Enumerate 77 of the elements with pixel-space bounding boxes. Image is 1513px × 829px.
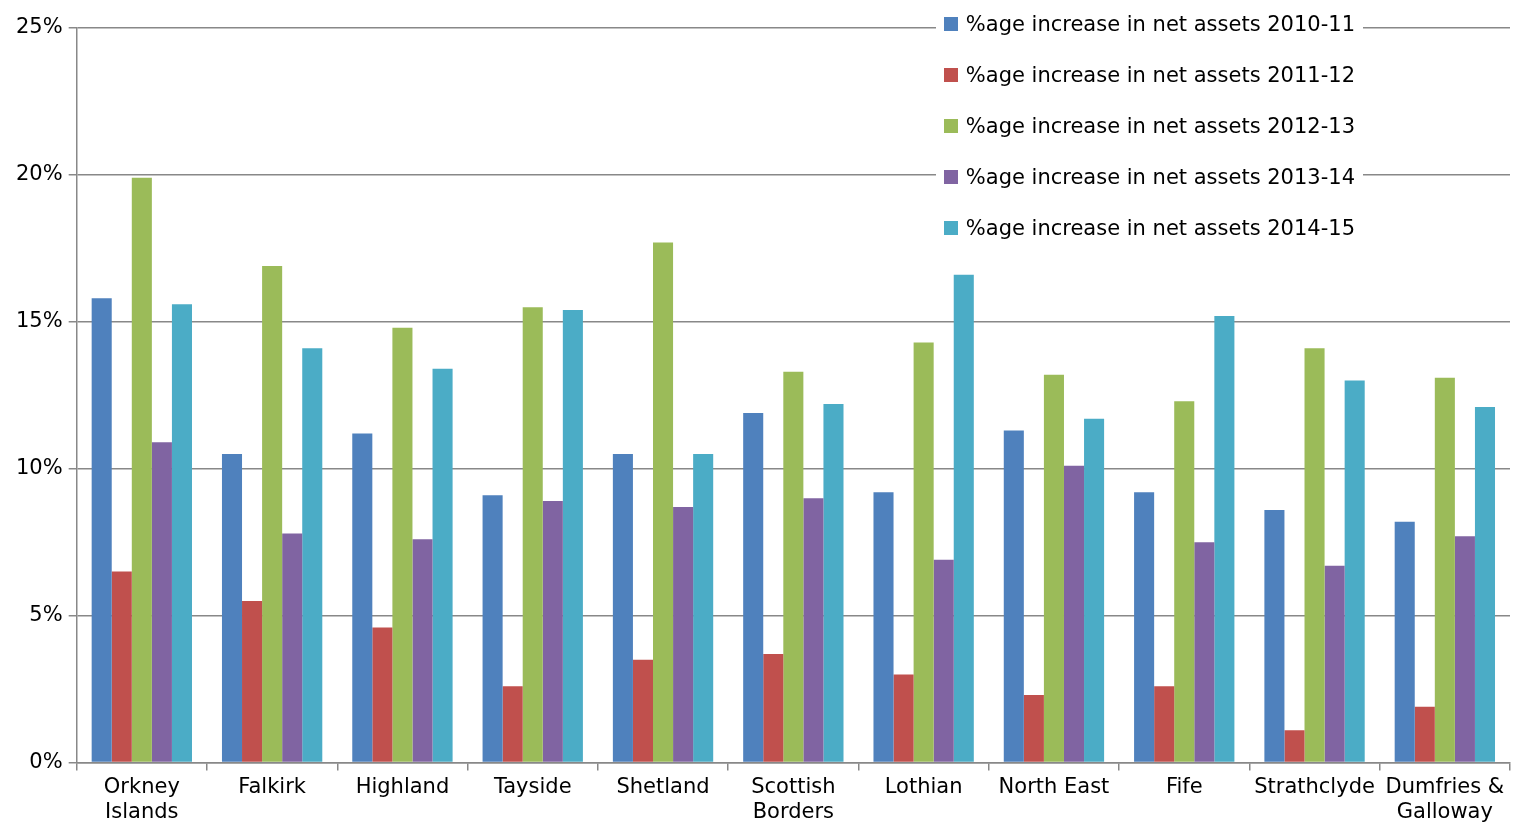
x-tick-label: Shetland <box>616 773 710 798</box>
bar <box>111 571 132 762</box>
bar <box>653 242 674 762</box>
bar <box>823 404 844 762</box>
bar <box>803 498 824 762</box>
bar <box>542 501 563 762</box>
bar <box>873 492 894 762</box>
legend-label: %age increase in net assets 2012-13 <box>965 113 1355 138</box>
y-tick-label: 0% <box>29 749 63 774</box>
bar <box>1214 315 1235 762</box>
bar <box>1174 401 1195 762</box>
bar <box>432 368 453 762</box>
x-tick-label: Dumfries & Galloway <box>1385 773 1505 823</box>
x-tick-label: North East <box>998 773 1110 798</box>
bar <box>1454 536 1475 762</box>
x-tick-label: Tayside <box>492 773 572 798</box>
x-tick-label: Strathclyde <box>1254 773 1375 798</box>
bar <box>1134 492 1155 762</box>
y-tick-label: 20% <box>15 161 63 186</box>
bar <box>1003 430 1024 762</box>
bar <box>502 686 523 762</box>
bar <box>171 304 192 762</box>
bar <box>1304 348 1325 762</box>
bar <box>612 454 633 762</box>
bar <box>913 342 934 762</box>
x-tick-label: Orkney Islands <box>103 773 180 823</box>
x-tick-label: Falkirk <box>238 773 307 798</box>
bar <box>1284 730 1305 762</box>
legend-label: %age increase in net assets 2010-11 <box>965 11 1355 36</box>
x-tick-label: Scottish Borders <box>751 773 836 823</box>
bar <box>693 454 714 762</box>
bar <box>412 539 433 762</box>
legend-label: %age increase in net assets 2011-12 <box>965 62 1355 87</box>
bar <box>1043 374 1064 762</box>
bar <box>372 627 393 762</box>
bar <box>221 454 243 762</box>
bar <box>1414 706 1435 762</box>
bar <box>1324 565 1345 762</box>
bar <box>392 327 413 762</box>
bar <box>1264 509 1285 762</box>
bar <box>1194 542 1215 762</box>
bar <box>1154 686 1175 762</box>
bar <box>743 412 764 762</box>
bar <box>1474 407 1496 762</box>
bar <box>562 310 583 762</box>
bar <box>282 533 303 762</box>
bar <box>482 495 503 762</box>
bar <box>632 659 653 762</box>
bar <box>783 371 804 762</box>
y-tick-label: 5% <box>29 602 63 627</box>
y-tick-label: 25% <box>15 14 63 39</box>
bar <box>1063 465 1085 762</box>
bar <box>893 674 914 762</box>
y-tick-label: 15% <box>15 308 63 333</box>
bar <box>1023 695 1044 762</box>
bar <box>673 506 694 762</box>
bar <box>91 298 112 762</box>
legend-label: %age increase in net assets 2014-15 <box>965 215 1355 240</box>
bar <box>1394 521 1415 762</box>
bar <box>933 559 954 762</box>
bar <box>763 653 784 762</box>
bar <box>262 266 283 762</box>
bar <box>1084 418 1105 762</box>
x-tick-label: Lothian <box>884 773 963 798</box>
bar <box>1344 380 1365 762</box>
bar <box>302 348 323 762</box>
bar <box>522 307 543 762</box>
bar <box>953 274 974 762</box>
bar <box>1434 377 1455 762</box>
x-tick-label: Highland <box>355 773 450 798</box>
bar <box>151 442 172 762</box>
bar <box>352 433 373 762</box>
bar <box>131 177 152 762</box>
legend-label: %age increase in net assets 2013-14 <box>965 164 1355 189</box>
x-tick-label: Fife <box>1165 773 1203 798</box>
y-tick-label: 10% <box>15 455 63 480</box>
bar <box>242 600 263 762</box>
